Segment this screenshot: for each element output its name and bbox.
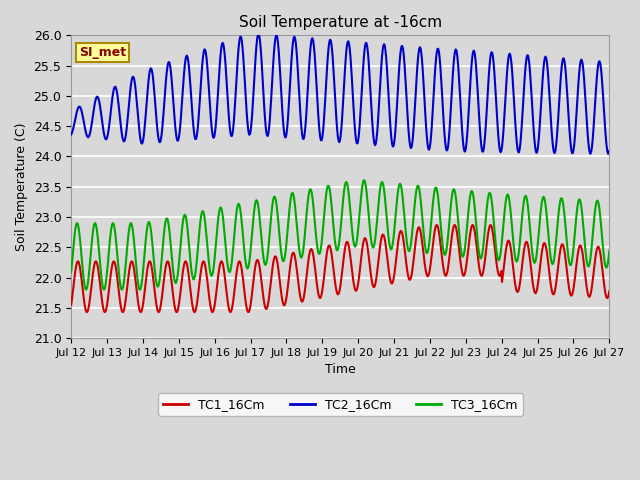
Text: SI_met: SI_met <box>79 46 126 59</box>
Y-axis label: Soil Temperature (C): Soil Temperature (C) <box>15 122 28 251</box>
Title: Soil Temperature at -16cm: Soil Temperature at -16cm <box>239 15 442 30</box>
Legend: TC1_16Cm, TC2_16Cm, TC3_16Cm: TC1_16Cm, TC2_16Cm, TC3_16Cm <box>158 393 522 416</box>
X-axis label: Time: Time <box>325 363 356 376</box>
